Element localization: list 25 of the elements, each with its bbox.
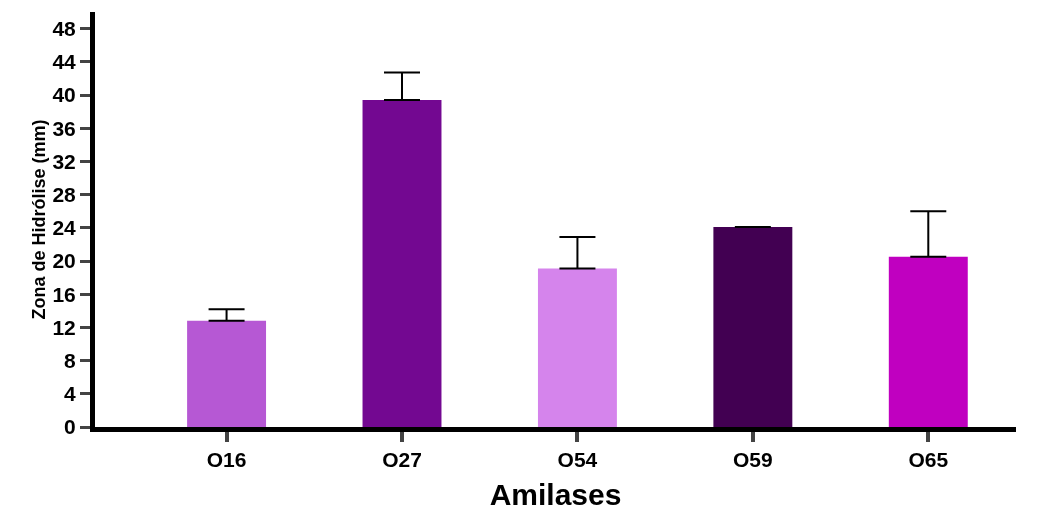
x-axis-title: Amilases (489, 477, 622, 511)
y-tick-label: 48 (52, 16, 77, 40)
y-axis-title: Zona de Hidrólise (mm) (28, 119, 49, 320)
bar (888, 256, 968, 427)
bar (362, 99, 442, 427)
x-tick-label: O54 (557, 448, 598, 472)
y-tick-label: 4 (64, 382, 77, 406)
bar (187, 320, 267, 427)
y-tick-label: 0 (64, 415, 76, 439)
x-tick-label: O27 (382, 448, 422, 472)
x-tick-label: O65 (908, 448, 949, 472)
y-tick-label: 32 (52, 149, 76, 173)
x-tick-label: O59 (733, 448, 773, 472)
y-tick-label: 24 (52, 216, 77, 240)
y-tick-label: 36 (52, 116, 76, 140)
y-tick-label: 28 (52, 182, 77, 206)
y-tick-label: 12 (52, 315, 76, 339)
x-tick-label: O16 (206, 448, 247, 472)
y-tick-label: 40 (52, 83, 76, 107)
y-tick-label: 20 (52, 249, 76, 273)
y-tick-label: 44 (52, 50, 77, 74)
y-tick-label: 8 (64, 348, 77, 372)
bar (713, 226, 793, 427)
y-tick-label: 16 (52, 282, 76, 306)
bar (537, 268, 617, 427)
